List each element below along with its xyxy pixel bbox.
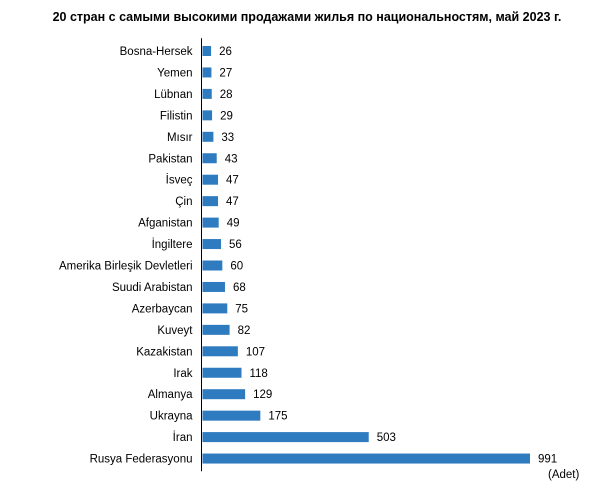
- value-label-afganistan: 49: [227, 218, 240, 230]
- bar-kuveyt: [202, 324, 230, 335]
- category-label-iran: İran: [173, 431, 193, 444]
- value-label-suudi-arabistan: 68: [233, 282, 246, 294]
- value-label-kazakistan: 107: [246, 346, 265, 358]
- bar-suudi-arabistan: [202, 281, 225, 292]
- category-label-azerbaycan: Azerbaycan: [132, 303, 193, 315]
- category-label-afganistan: Afganistan: [138, 218, 192, 230]
- value-label-lubnan: 28: [220, 89, 233, 101]
- value-label-kuveyt: 82: [238, 325, 251, 337]
- category-label-ukrayna: Ukrayna: [150, 411, 193, 423]
- category-label-yemen: Yemen: [157, 67, 192, 79]
- bar-azerbaycan: [202, 303, 228, 314]
- value-label-irak: 118: [249, 368, 267, 380]
- bar-filistin: [202, 110, 213, 121]
- category-label-isvec: İsveç: [166, 174, 193, 187]
- category-label-kuveyt: Kuveyt: [157, 325, 193, 337]
- bar-lubnan: [202, 88, 212, 99]
- value-label-almanya: 129: [253, 389, 272, 401]
- value-label-amerika-birlesik-devletleri: 60: [230, 261, 243, 273]
- category-label-lubnan: Lübnan: [154, 89, 192, 101]
- value-label-ukrayna: 175: [268, 411, 287, 423]
- value-label-cin: 47: [226, 196, 239, 208]
- bar-bosna-hersek: [202, 46, 212, 56]
- bar-afganistan: [202, 217, 219, 228]
- bar-rusya-federasyonu: [202, 453, 530, 464]
- category-labels: Bosna-Hersek Yemen Lübnan Filistin Mısır Paki…: [59, 46, 193, 466]
- bar-irak: [202, 367, 242, 378]
- value-label-pakistan: 43: [225, 153, 238, 165]
- value-label-m-s-r: 33: [221, 132, 234, 144]
- category-label-filistin: Filistin: [160, 110, 193, 122]
- category-label-cin: Çin: [175, 196, 192, 208]
- category-label-irak: Irak: [173, 368, 192, 380]
- unit-label: (Adet): [548, 469, 580, 481]
- value-label-yemen: 27: [219, 67, 232, 79]
- category-label-almanya: Almanya: [148, 389, 193, 401]
- value-label-isvec: 47: [226, 175, 239, 187]
- bar-almanya: [202, 389, 246, 400]
- category-label-rusya-federasyonu: Rusya Federasyonu: [90, 454, 193, 466]
- category-label-bosna-hersek: Bosna-Hersek: [120, 46, 193, 58]
- category-label-ingiltere: İngiltere: [152, 238, 193, 251]
- value-labels: 26 27 28 29 33 43 47 47 49 56 60 68 75 82 107 118 129 175…: [219, 46, 557, 466]
- value-label-ingiltere: 56: [229, 239, 242, 251]
- bars: [202, 46, 530, 464]
- value-label-bosna-hersek: 26: [219, 46, 232, 58]
- bar-isvec: [202, 174, 219, 185]
- value-label-iran: 503: [377, 432, 396, 444]
- value-label-rusya-federasyonu: 991: [538, 454, 557, 466]
- category-label-pakistan: Pakistan: [148, 153, 192, 165]
- category-label-suudi-arabistan: Suudi Arabistan: [112, 282, 193, 294]
- bar-cin: [202, 196, 219, 207]
- category-label-kazakistan: Kazakistan: [136, 346, 192, 358]
- value-label-filistin: 29: [220, 110, 233, 122]
- category-label-amerika-birlesik-devletleri: Amerika Birleşik Devletleri: [59, 261, 193, 273]
- bar-pakistan: [202, 153, 217, 164]
- chart-title: 20 стран с самыми высокими продажами жил…: [52, 10, 562, 24]
- bar-ukrayna: [202, 410, 261, 421]
- bar-m-s-r: [202, 131, 214, 142]
- category-label-m-s-r: Mısır: [167, 132, 193, 144]
- bar-ingiltere: [202, 239, 222, 250]
- value-label-azerbaycan: 75: [235, 303, 248, 315]
- bar-kazakistan: [202, 346, 238, 357]
- bar-yemen: [202, 67, 212, 78]
- bar-iran: [202, 432, 369, 443]
- bar-amerika-birlesik-devletleri: [202, 260, 223, 271]
